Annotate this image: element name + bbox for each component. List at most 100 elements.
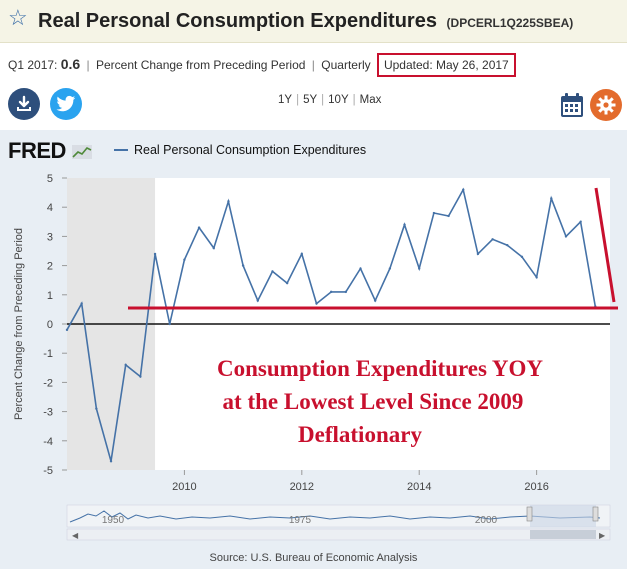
annotation-line-2: at the Lowest Level Since 2009 bbox=[223, 389, 524, 414]
data-point bbox=[95, 407, 98, 410]
data-point bbox=[564, 235, 568, 238]
data-point bbox=[476, 252, 480, 256]
y-tick-label: 3 bbox=[47, 231, 53, 243]
navigator-label: 2000 bbox=[475, 515, 498, 526]
navigator-selection[interactable] bbox=[530, 505, 596, 527]
x-tick-label: 2014 bbox=[407, 481, 431, 493]
data-point bbox=[359, 267, 362, 270]
data-point bbox=[520, 255, 524, 259]
range-navigator[interactable]: 1950 1975 2000 ◀ ▶ bbox=[66, 504, 611, 541]
series-title: Real Personal Consumption Expenditures bbox=[38, 10, 437, 32]
x-tick-label: 2010 bbox=[172, 481, 196, 493]
navigator-scrollbar[interactable] bbox=[66, 528, 611, 541]
navigator-handle-left[interactable] bbox=[526, 506, 533, 522]
range-max[interactable]: Max bbox=[359, 94, 382, 106]
latest-value: 0.6 bbox=[60, 56, 81, 72]
data-point bbox=[139, 375, 142, 378]
data-point bbox=[227, 200, 230, 203]
navigator-label: 1975 bbox=[289, 515, 312, 526]
range-divider: | bbox=[321, 94, 325, 106]
y-tick-label: 2 bbox=[47, 261, 53, 273]
data-point bbox=[388, 267, 392, 270]
navigator-label: 1950 bbox=[102, 515, 125, 526]
data-point bbox=[256, 299, 259, 302]
annotation-line-3: Deflationary bbox=[298, 422, 422, 447]
range-1y[interactable]: 1Y bbox=[278, 94, 293, 106]
series-header: ☆ Real Personal Consumption Expenditures… bbox=[0, 0, 627, 43]
chart-legend: Real Personal Consumption Expenditures bbox=[114, 143, 366, 157]
navigator-handle-right[interactable] bbox=[592, 506, 599, 522]
range-divider: | bbox=[296, 94, 300, 106]
twitter-icon bbox=[56, 95, 76, 112]
range-10y[interactable]: 10Y bbox=[328, 94, 349, 106]
y-tick-label: 4 bbox=[47, 202, 53, 214]
data-point bbox=[579, 220, 582, 223]
navigator-series bbox=[69, 510, 601, 523]
y-axis-label: Percent Change from Preceding Period bbox=[13, 228, 25, 420]
source-note: Source: U.S. Bureau of Economic Analysis bbox=[209, 552, 418, 564]
legend-label: Real Personal Consumption Expenditures bbox=[134, 143, 367, 157]
annotation-trend-line bbox=[594, 187, 616, 303]
data-point bbox=[403, 223, 406, 226]
data-point bbox=[550, 197, 553, 200]
data-point bbox=[212, 246, 215, 250]
data-point bbox=[418, 267, 421, 270]
y-tick-label: -4 bbox=[43, 436, 53, 448]
data-point bbox=[315, 302, 318, 305]
calendar-button[interactable] bbox=[560, 92, 584, 123]
data-point bbox=[197, 226, 201, 229]
series-id: (DPCERL1Q225SBEA) bbox=[446, 16, 574, 30]
page-title: Real Personal Consumption Expenditures (… bbox=[38, 10, 573, 33]
units-label: Percent Change from Preceding Period bbox=[96, 58, 306, 72]
y-tick-label: 5 bbox=[47, 173, 53, 185]
data-point bbox=[447, 214, 450, 218]
series-meta: Q1 2017: 0.6 | Percent Change from Prece… bbox=[8, 53, 516, 77]
data-point bbox=[241, 264, 245, 267]
y-tick-label: -2 bbox=[43, 377, 53, 389]
star-icon[interactable]: ☆ bbox=[8, 5, 28, 30]
data-point bbox=[344, 290, 348, 294]
chart: -5 -4 -3 -2 -1 0 1 2 3 4 5 2010 2012 2014 2016 Percen… bbox=[13, 173, 618, 541]
calendar-icon bbox=[561, 93, 583, 117]
scroll-left-icon[interactable]: ◀ bbox=[72, 531, 79, 540]
data-point bbox=[168, 322, 171, 326]
twitter-button[interactable] bbox=[50, 88, 82, 120]
data-point bbox=[271, 270, 274, 273]
range-5y[interactable]: 5Y bbox=[303, 94, 318, 106]
data-point bbox=[491, 238, 494, 241]
settings-button[interactable] bbox=[590, 89, 622, 121]
scrollbar-thumb[interactable] bbox=[530, 530, 596, 539]
data-point bbox=[153, 252, 157, 256]
range-selector: 1Y | 5Y | 10Y | Max bbox=[278, 94, 381, 106]
annotation-line-1: Consumption Expenditures YOY bbox=[217, 356, 543, 381]
download-button[interactable] bbox=[8, 88, 40, 120]
data-point bbox=[183, 258, 186, 261]
updated-date: Updated: May 26, 2017 bbox=[376, 53, 516, 77]
range-divider: | bbox=[352, 94, 356, 106]
y-tick-label: 1 bbox=[47, 290, 53, 302]
data-point bbox=[373, 299, 377, 302]
data-point bbox=[109, 460, 113, 463]
data-point bbox=[506, 243, 509, 247]
data-point bbox=[124, 363, 127, 367]
data-point bbox=[329, 290, 333, 294]
download-icon bbox=[17, 95, 31, 111]
y-tick-label: -3 bbox=[43, 407, 53, 419]
gear-icon bbox=[596, 95, 616, 115]
x-tick-label: 2016 bbox=[524, 481, 548, 493]
data-point bbox=[80, 302, 83, 305]
fred-logo-text: FRED bbox=[8, 138, 66, 163]
y-tick-label: -1 bbox=[43, 348, 53, 360]
data-point bbox=[285, 281, 289, 285]
data-point bbox=[300, 252, 304, 256]
y-tick-label: -5 bbox=[43, 465, 53, 477]
x-tick-label: 2012 bbox=[290, 481, 314, 493]
separator: | bbox=[86, 58, 90, 72]
y-tick-label: 0 bbox=[47, 319, 53, 331]
mini-chart-icon bbox=[71, 145, 92, 160]
fred-logo: FRED bbox=[8, 138, 92, 164]
separator: | bbox=[311, 58, 315, 72]
scroll-right-icon[interactable]: ▶ bbox=[599, 531, 606, 540]
data-point bbox=[432, 211, 436, 215]
legend-swatch bbox=[114, 149, 128, 151]
